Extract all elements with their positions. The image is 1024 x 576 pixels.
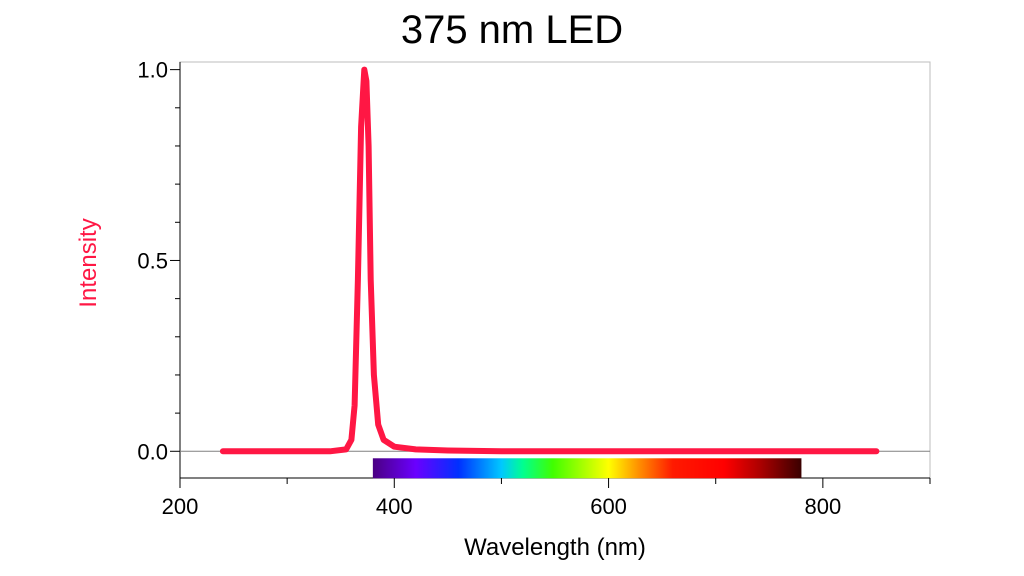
plot-frame	[179, 61, 931, 479]
x-tick-label: 600	[590, 494, 627, 519]
visible-spectrum-bar	[372, 458, 802, 479]
y-tick-label: 1.0	[137, 58, 168, 83]
intensity-series-line	[219, 66, 880, 455]
x-axis-label: Wavelength (nm)	[464, 534, 646, 561]
y-axis-label: Intensity	[75, 218, 102, 307]
x-tick-label: 400	[376, 494, 413, 519]
y-tick-label: 0.5	[137, 248, 168, 273]
y-tick-label: 0.0	[137, 439, 168, 464]
x-tick-label: 200	[162, 494, 199, 519]
chart-title: 375 nm LED	[400, 8, 624, 52]
x-tick-label: 800	[804, 494, 841, 519]
